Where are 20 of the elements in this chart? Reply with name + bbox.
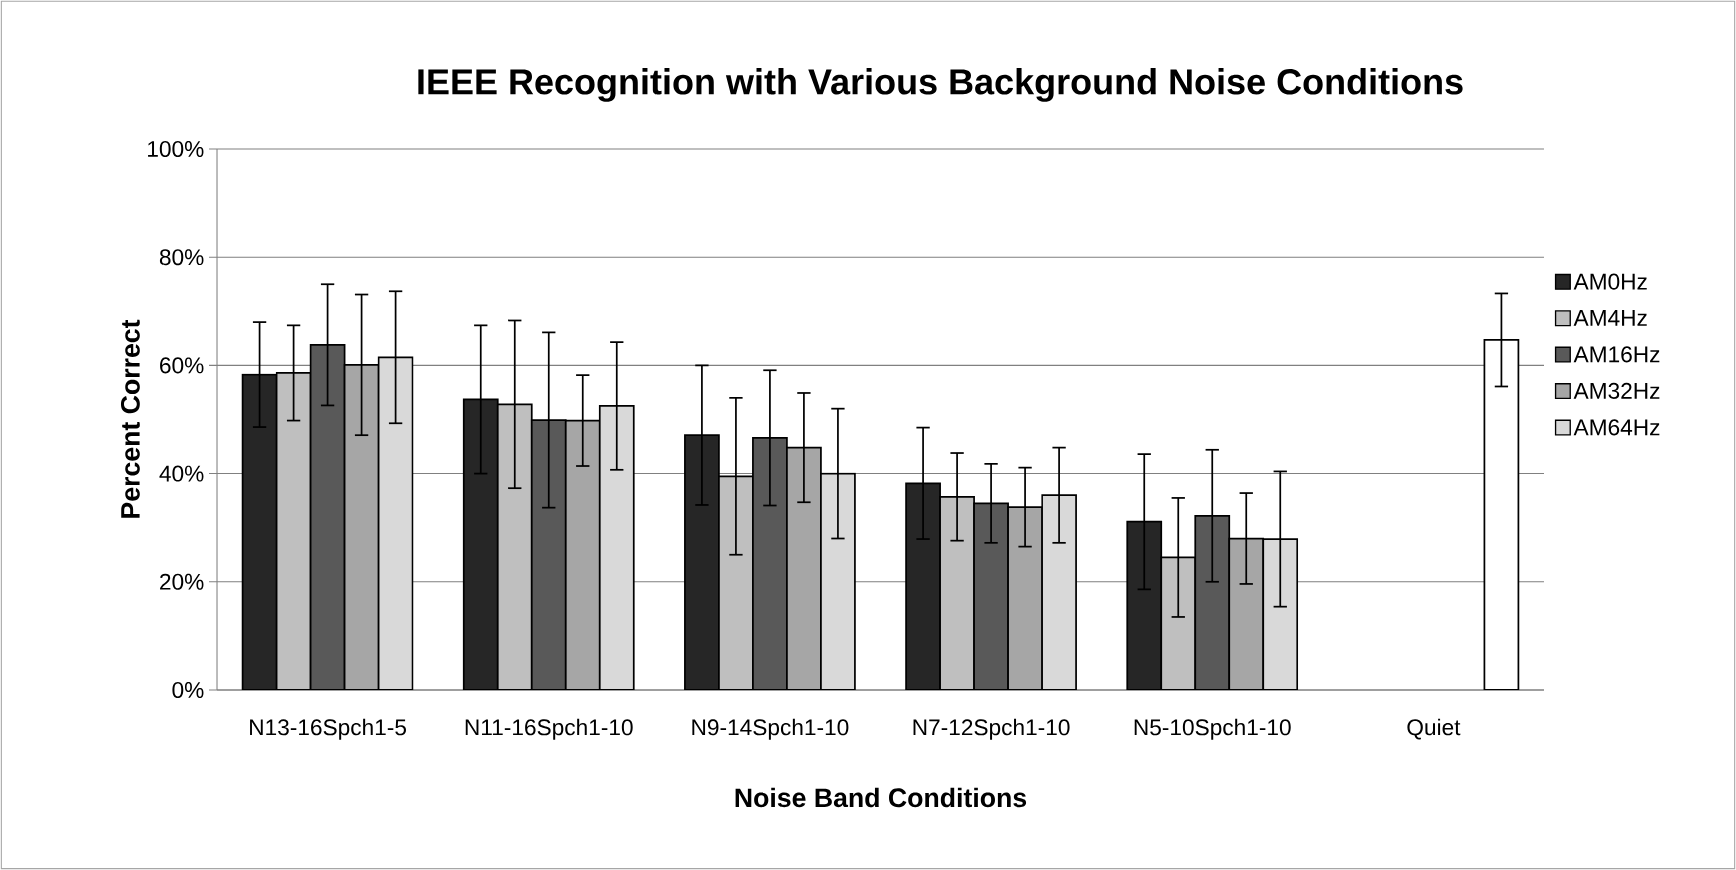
y-tick-label: 40% <box>159 465 204 482</box>
chart-title: IEEE Recognition with Various Background Noise Conditions <box>418 68 1463 102</box>
x-tick-label: N9-14Spch1-10 <box>692 718 849 740</box>
legend-label: AM4Hz <box>1573 310 1647 326</box>
x-tick-label: N5-10Spch1-10 <box>1134 718 1291 740</box>
x-tick-label: N7-12Spch1-10 <box>913 718 1070 740</box>
legend-label: AM16Hz <box>1573 346 1660 363</box>
legend-label: AM64Hz <box>1573 419 1660 436</box>
legend-label: AM32Hz <box>1573 382 1660 399</box>
y-tick-label: 20% <box>160 573 204 590</box>
y-axis-title: Percent Correct <box>120 319 140 518</box>
x-tick-label: N13-16Spch1-5 <box>250 718 406 740</box>
y-tick-label: 80% <box>159 249 204 266</box>
x-tick-label: Quiet <box>1407 718 1461 740</box>
x-axis-title: Noise Band Conditions <box>735 787 1027 808</box>
y-tick-label: 0% <box>172 681 204 699</box>
y-tick-label: 60% <box>160 357 204 374</box>
y-tick-label: 100% <box>148 140 204 158</box>
x-tick-label: N11-16Spch1-10 <box>465 718 633 740</box>
legend-label: AM0Hz <box>1573 273 1647 290</box>
